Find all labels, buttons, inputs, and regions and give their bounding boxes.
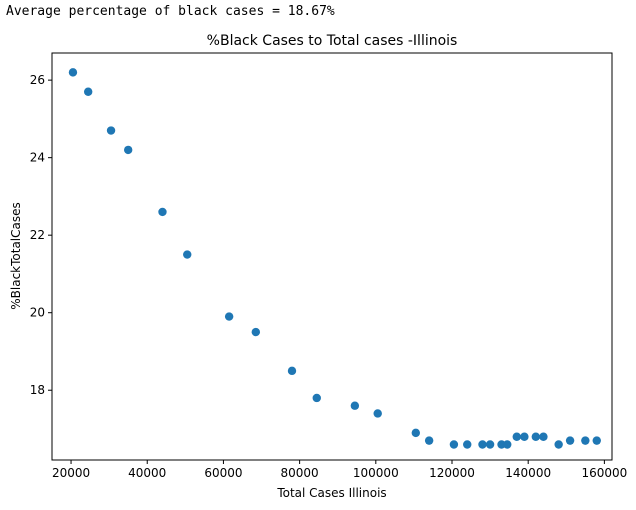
scatter-point xyxy=(411,428,421,438)
plot-area-frame xyxy=(51,52,613,461)
scatter-point xyxy=(106,126,116,135)
x-tick-label: 120000 xyxy=(429,466,475,480)
chart-title: %Black Cases to Total cases -Illinois xyxy=(207,33,458,49)
scatter-point xyxy=(312,393,321,403)
scatter-point xyxy=(449,440,459,449)
scatter-point xyxy=(350,401,360,410)
scatter-point xyxy=(224,312,234,321)
scatter-point xyxy=(68,68,78,77)
x-tick-label: 100000 xyxy=(353,466,399,480)
scatter-point xyxy=(463,440,472,449)
scatter-point xyxy=(424,436,434,445)
y-tick-label: 20 xyxy=(30,306,45,320)
x-tick-label: 60000 xyxy=(204,466,242,480)
y-tick-label: 18 xyxy=(30,383,45,397)
cell-output-text: Average percentage of black cases = 18.6… xyxy=(6,4,335,19)
scatter-point xyxy=(512,432,521,441)
y-axis-ticks: 18 20 22 24 26 xyxy=(30,73,52,397)
scatter-point xyxy=(183,250,192,259)
scatter-point xyxy=(581,436,590,445)
y-tick-label: 24 xyxy=(30,151,45,165)
scatter-point xyxy=(503,440,512,449)
y-tick-label: 22 xyxy=(30,228,45,242)
scatter-point xyxy=(123,145,133,155)
scatter-point xyxy=(83,87,93,96)
scatter-point xyxy=(478,440,487,449)
x-tick-label: 160000 xyxy=(581,466,627,480)
scatter-point xyxy=(251,327,261,337)
x-tick-label: 80000 xyxy=(281,466,319,480)
x-axis-label: Total Cases Illinois xyxy=(276,486,386,500)
scatter-points xyxy=(68,68,601,449)
scatter-point xyxy=(158,207,167,217)
y-tick-label: 26 xyxy=(30,73,45,87)
scatter-point xyxy=(531,432,541,441)
scatter-point xyxy=(485,440,495,449)
scatter-point xyxy=(592,436,601,445)
x-tick-label: 40000 xyxy=(128,466,166,480)
x-tick-label: 20000 xyxy=(52,466,90,480)
scatter-point xyxy=(565,436,575,445)
scatter-point xyxy=(287,366,297,376)
scatter-point xyxy=(554,440,563,449)
scatter-point xyxy=(520,432,529,441)
x-tick-label: 140000 xyxy=(505,466,551,480)
y-axis-label: %BlackTotalCases xyxy=(9,202,23,310)
scatter-point xyxy=(373,409,382,418)
scatter-point xyxy=(539,432,548,441)
x-axis-ticks: 20000 40000 60000 80000 100000 120000 140000 16… xyxy=(52,460,627,480)
